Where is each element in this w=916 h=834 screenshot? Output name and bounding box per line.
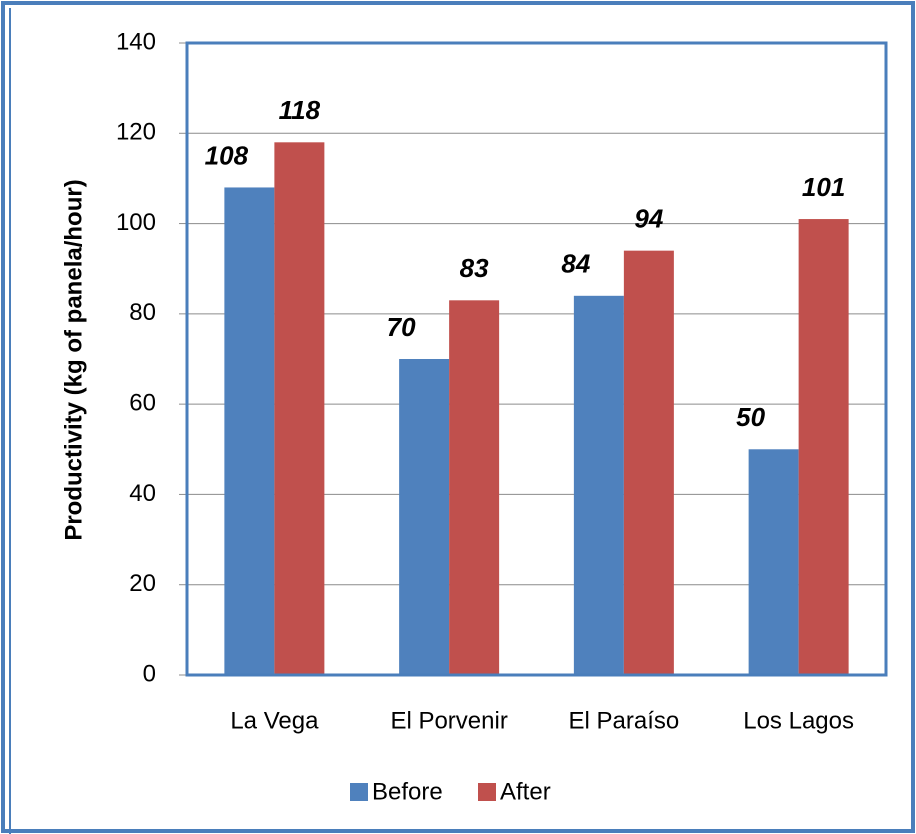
bar	[399, 359, 450, 675]
bar	[274, 142, 325, 676]
bar	[449, 300, 500, 675]
bar	[573, 295, 624, 675]
y-tick-label: 0	[143, 660, 156, 687]
value-label: 84	[561, 249, 590, 279]
value-label: 118	[279, 95, 321, 125]
x-tick-label: Los Lagos	[743, 707, 854, 734]
x-tick-label: El Paraíso	[569, 707, 680, 734]
x-tick-label: La Vega	[230, 707, 319, 734]
bar	[224, 187, 275, 675]
y-axis-label: Productivity (kg of panela/hour)	[60, 179, 87, 540]
plot-border	[185, 41, 888, 677]
legend-label: After	[500, 778, 551, 805]
bar	[623, 250, 674, 675]
value-label: 83	[460, 253, 489, 283]
y-tick-label: 140	[116, 28, 156, 55]
y-tick-label: 60	[129, 389, 156, 416]
legend-label: Before	[372, 778, 443, 805]
y-tick-label: 100	[116, 209, 156, 236]
legend-swatch	[350, 783, 368, 801]
y-tick-label: 40	[129, 480, 156, 507]
value-label: 101	[802, 172, 845, 202]
bar	[748, 449, 799, 675]
bar	[798, 219, 849, 676]
value-label: 50	[736, 402, 765, 432]
value-label: 108	[205, 140, 249, 170]
value-label: 70	[387, 312, 416, 342]
value-label: 94	[634, 204, 663, 234]
legend-swatch	[478, 783, 496, 801]
y-tick-label: 20	[129, 570, 156, 597]
y-tick-label: 80	[129, 299, 156, 326]
y-tick-label: 120	[116, 119, 156, 146]
x-tick-label: El Porvenir	[390, 707, 507, 734]
